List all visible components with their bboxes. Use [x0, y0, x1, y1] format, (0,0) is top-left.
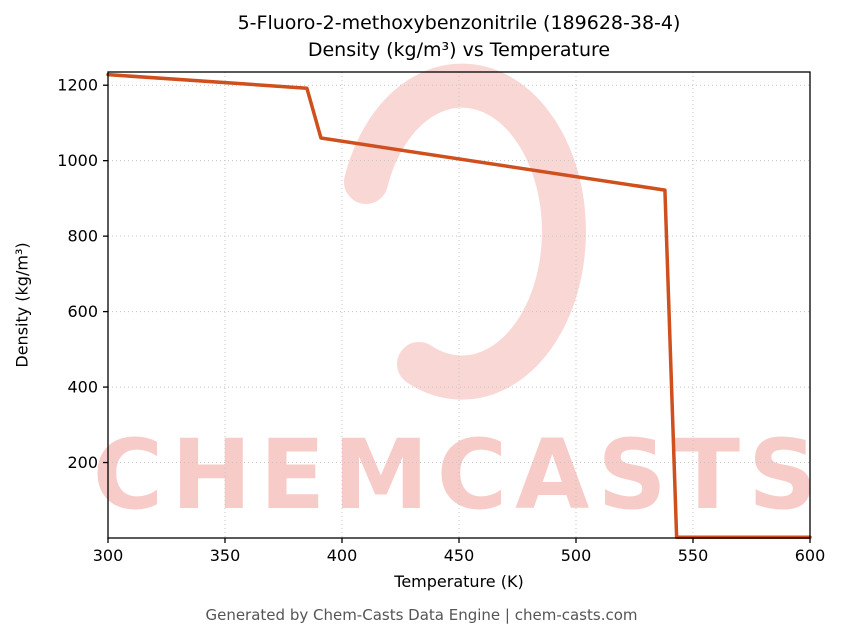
watermark-text: CHEMCASTS: [93, 419, 825, 531]
x-axis-ticks: 300 350 400 450 500 550 600: [93, 538, 826, 565]
chart-title-line1: 5-Fluoro-2-methoxybenzonitrile (189628-3…: [237, 12, 681, 34]
chart-title-line2: Density (kg/m³) vs Temperature: [307, 39, 611, 61]
chart-title: 5-Fluoro-2-methoxybenzonitrile (189628-3…: [108, 10, 810, 64]
y-tick-label: 1000: [57, 151, 98, 170]
y-axis-ticks: 200 400 600 800 1000 1200: [57, 76, 108, 472]
x-tick-label: 600: [795, 546, 826, 565]
x-tick-label: 400: [327, 546, 358, 565]
footer-attribution: Generated by Chem-Casts Data Engine | ch…: [205, 606, 638, 624]
x-tick-label: 300: [93, 546, 124, 565]
y-tick-label: 600: [67, 302, 98, 321]
density-line-series: [106, 72, 812, 539]
y-tick-label: 1200: [57, 76, 98, 95]
x-tick-label: 500: [561, 546, 592, 565]
x-tick-label: 550: [678, 546, 709, 565]
y-tick-label: 200: [67, 453, 98, 472]
watermark-swirl-icon: [344, 63, 586, 400]
grid: [107, 72, 811, 538]
x-tick-label: 350: [210, 546, 241, 565]
x-axis-label: Temperature (K): [394, 572, 524, 591]
x-tick-label: 450: [444, 546, 475, 565]
y-tick-label: 800: [67, 227, 98, 246]
y-axis-label: Density (kg/m³): [12, 242, 32, 368]
y-tick-label: 400: [67, 378, 98, 397]
